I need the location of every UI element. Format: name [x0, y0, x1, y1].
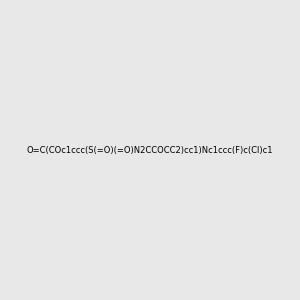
- Text: O=C(COc1ccc(S(=O)(=O)N2CCOCC2)cc1)Nc1ccc(F)c(Cl)c1: O=C(COc1ccc(S(=O)(=O)N2CCOCC2)cc1)Nc1ccc…: [27, 146, 273, 154]
